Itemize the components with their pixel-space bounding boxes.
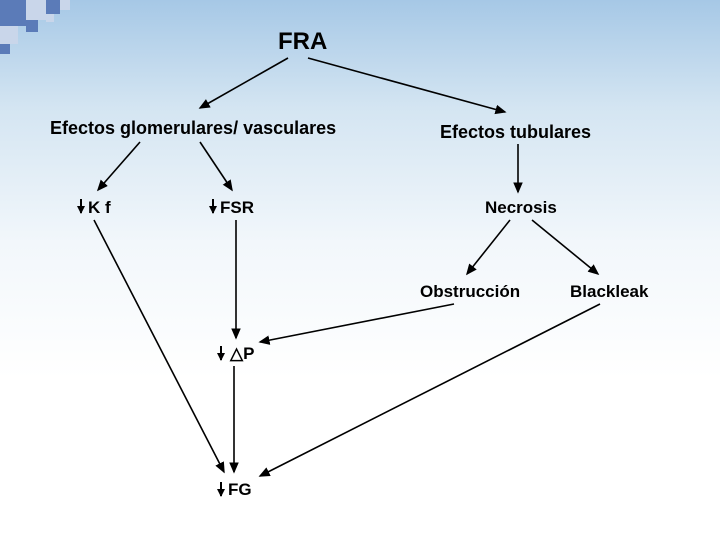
deco-square (26, 20, 38, 32)
node-blackleak: Blackleak (570, 282, 648, 302)
deco-square (26, 0, 46, 20)
node-obstruccion: Obstrucción (420, 282, 520, 302)
node-necrosis: Necrosis (485, 198, 557, 218)
down-arrow-icon (212, 199, 214, 213)
deco-square (46, 14, 54, 22)
down-arrow-icon (80, 199, 82, 213)
node-delta-p: △P (230, 344, 254, 364)
deco-square (0, 26, 18, 44)
deco-square (0, 44, 10, 54)
deco-square (0, 0, 26, 26)
node-fsr: FSR (220, 198, 254, 218)
node-glomerular: Efectos glomerulares/ vasculares (50, 118, 336, 139)
node-fg: FG (228, 480, 252, 500)
corner-decoration (0, 0, 140, 60)
node-tubular: Efectos tubulares (440, 122, 591, 143)
node-kf: K f (88, 198, 111, 218)
down-arrow-icon (220, 482, 222, 496)
background (0, 0, 720, 540)
deco-square (46, 0, 60, 14)
title-fra: FRA (278, 28, 327, 56)
deco-square (60, 0, 70, 10)
down-arrow-icon (220, 346, 222, 360)
